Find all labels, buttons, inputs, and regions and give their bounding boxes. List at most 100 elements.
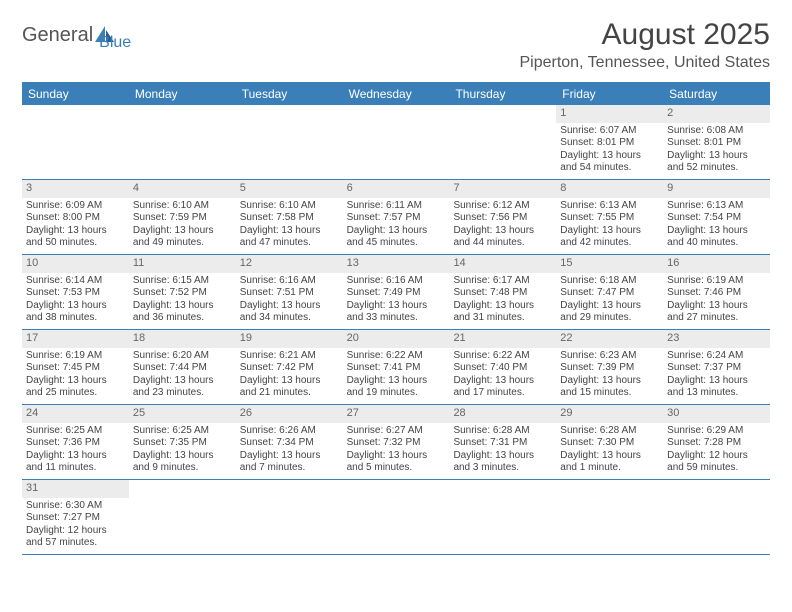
day-number: 28 [449, 405, 556, 423]
day-header: Monday [129, 83, 236, 105]
day-details: Sunrise: 6:28 AMSunset: 7:31 PMDaylight:… [449, 424, 556, 478]
calendar-cell: 12Sunrise: 6:16 AMSunset: 7:51 PMDayligh… [236, 255, 343, 329]
day-number: 30 [663, 405, 770, 423]
day-number: 4 [129, 180, 236, 198]
calendar-cell: 11Sunrise: 6:15 AMSunset: 7:52 PMDayligh… [129, 255, 236, 329]
day-number: 25 [129, 405, 236, 423]
day-details: Sunrise: 6:23 AMSunset: 7:39 PMDaylight:… [556, 349, 663, 403]
week-row: 3Sunrise: 6:09 AMSunset: 8:00 PMDaylight… [22, 180, 770, 255]
calendar-cell-empty [22, 105, 129, 179]
day-number: 22 [556, 330, 663, 348]
day-details: Sunrise: 6:16 AMSunset: 7:49 PMDaylight:… [343, 274, 450, 328]
calendar-cell: 27Sunrise: 6:27 AMSunset: 7:32 PMDayligh… [343, 405, 450, 479]
calendar-cell-empty [129, 105, 236, 179]
day-number: 20 [343, 330, 450, 348]
day-details: Sunrise: 6:22 AMSunset: 7:40 PMDaylight:… [449, 349, 556, 403]
day-details: Sunrise: 6:25 AMSunset: 7:36 PMDaylight:… [22, 424, 129, 478]
day-details: Sunrise: 6:25 AMSunset: 7:35 PMDaylight:… [129, 424, 236, 478]
calendar-cell: 28Sunrise: 6:28 AMSunset: 7:31 PMDayligh… [449, 405, 556, 479]
day-number: 5 [236, 180, 343, 198]
day-details: Sunrise: 6:12 AMSunset: 7:56 PMDaylight:… [449, 199, 556, 253]
day-number: 17 [22, 330, 129, 348]
day-number: 2 [663, 105, 770, 123]
calendar-cell: 29Sunrise: 6:28 AMSunset: 7:30 PMDayligh… [556, 405, 663, 479]
calendar-cell: 13Sunrise: 6:16 AMSunset: 7:49 PMDayligh… [343, 255, 450, 329]
day-header: Thursday [449, 83, 556, 105]
day-header: Sunday [22, 83, 129, 105]
calendar-cell: 18Sunrise: 6:20 AMSunset: 7:44 PMDayligh… [129, 330, 236, 404]
calendar-cell: 14Sunrise: 6:17 AMSunset: 7:48 PMDayligh… [449, 255, 556, 329]
calendar-cell-empty [129, 480, 236, 554]
day-details: Sunrise: 6:29 AMSunset: 7:28 PMDaylight:… [663, 424, 770, 478]
calendar-cell-empty [556, 480, 663, 554]
day-number: 10 [22, 255, 129, 273]
calendar-cell: 22Sunrise: 6:23 AMSunset: 7:39 PMDayligh… [556, 330, 663, 404]
calendar-cell: 21Sunrise: 6:22 AMSunset: 7:40 PMDayligh… [449, 330, 556, 404]
week-row: 17Sunrise: 6:19 AMSunset: 7:45 PMDayligh… [22, 330, 770, 405]
calendar-cell-empty [343, 105, 450, 179]
calendar-cell: 26Sunrise: 6:26 AMSunset: 7:34 PMDayligh… [236, 405, 343, 479]
day-details: Sunrise: 6:16 AMSunset: 7:51 PMDaylight:… [236, 274, 343, 328]
logo-text-1: General [22, 24, 93, 47]
weeks-container: 1Sunrise: 6:07 AMSunset: 8:01 PMDaylight… [22, 105, 770, 555]
day-details: Sunrise: 6:14 AMSunset: 7:53 PMDaylight:… [22, 274, 129, 328]
day-details: Sunrise: 6:28 AMSunset: 7:30 PMDaylight:… [556, 424, 663, 478]
day-header: Wednesday [343, 83, 450, 105]
day-header: Friday [556, 83, 663, 105]
calendar-cell: 8Sunrise: 6:13 AMSunset: 7:55 PMDaylight… [556, 180, 663, 254]
logo-text-2: Blue [99, 18, 131, 52]
day-number: 3 [22, 180, 129, 198]
day-details: Sunrise: 6:21 AMSunset: 7:42 PMDaylight:… [236, 349, 343, 403]
day-details: Sunrise: 6:27 AMSunset: 7:32 PMDaylight:… [343, 424, 450, 478]
day-details: Sunrise: 6:17 AMSunset: 7:48 PMDaylight:… [449, 274, 556, 328]
calendar-cell: 20Sunrise: 6:22 AMSunset: 7:41 PMDayligh… [343, 330, 450, 404]
calendar-cell: 10Sunrise: 6:14 AMSunset: 7:53 PMDayligh… [22, 255, 129, 329]
day-number: 18 [129, 330, 236, 348]
day-number: 6 [343, 180, 450, 198]
title-block: August 2025 Piperton, Tennessee, United … [519, 18, 770, 72]
day-number: 9 [663, 180, 770, 198]
day-number: 8 [556, 180, 663, 198]
calendar-cell: 16Sunrise: 6:19 AMSunset: 7:46 PMDayligh… [663, 255, 770, 329]
calendar-cell: 31Sunrise: 6:30 AMSunset: 7:27 PMDayligh… [22, 480, 129, 554]
week-row: 10Sunrise: 6:14 AMSunset: 7:53 PMDayligh… [22, 255, 770, 330]
calendar-cell: 15Sunrise: 6:18 AMSunset: 7:47 PMDayligh… [556, 255, 663, 329]
day-number: 26 [236, 405, 343, 423]
day-details: Sunrise: 6:13 AMSunset: 7:55 PMDaylight:… [556, 199, 663, 253]
day-details: Sunrise: 6:10 AMSunset: 7:59 PMDaylight:… [129, 199, 236, 253]
day-details: Sunrise: 6:15 AMSunset: 7:52 PMDaylight:… [129, 274, 236, 328]
calendar-cell: 9Sunrise: 6:13 AMSunset: 7:54 PMDaylight… [663, 180, 770, 254]
calendar-cell-empty [236, 105, 343, 179]
calendar-cell: 2Sunrise: 6:08 AMSunset: 8:01 PMDaylight… [663, 105, 770, 179]
day-details: Sunrise: 6:19 AMSunset: 7:46 PMDaylight:… [663, 274, 770, 328]
calendar-cell: 6Sunrise: 6:11 AMSunset: 7:57 PMDaylight… [343, 180, 450, 254]
day-details: Sunrise: 6:08 AMSunset: 8:01 PMDaylight:… [663, 124, 770, 178]
calendar-cell: 3Sunrise: 6:09 AMSunset: 8:00 PMDaylight… [22, 180, 129, 254]
day-details: Sunrise: 6:10 AMSunset: 7:58 PMDaylight:… [236, 199, 343, 253]
calendar-cell: 17Sunrise: 6:19 AMSunset: 7:45 PMDayligh… [22, 330, 129, 404]
page-title: August 2025 [519, 18, 770, 52]
day-number: 29 [556, 405, 663, 423]
day-number: 21 [449, 330, 556, 348]
day-details: Sunrise: 6:07 AMSunset: 8:01 PMDaylight:… [556, 124, 663, 178]
day-header-row: SundayMondayTuesdayWednesdayThursdayFrid… [22, 83, 770, 105]
day-details: Sunrise: 6:20 AMSunset: 7:44 PMDaylight:… [129, 349, 236, 403]
day-details: Sunrise: 6:26 AMSunset: 7:34 PMDaylight:… [236, 424, 343, 478]
day-details: Sunrise: 6:19 AMSunset: 7:45 PMDaylight:… [22, 349, 129, 403]
day-number: 12 [236, 255, 343, 273]
day-number: 14 [449, 255, 556, 273]
day-details: Sunrise: 6:13 AMSunset: 7:54 PMDaylight:… [663, 199, 770, 253]
calendar-cell: 7Sunrise: 6:12 AMSunset: 7:56 PMDaylight… [449, 180, 556, 254]
day-details: Sunrise: 6:09 AMSunset: 8:00 PMDaylight:… [22, 199, 129, 253]
calendar-cell: 25Sunrise: 6:25 AMSunset: 7:35 PMDayligh… [129, 405, 236, 479]
calendar-cell: 1Sunrise: 6:07 AMSunset: 8:01 PMDaylight… [556, 105, 663, 179]
day-header: Saturday [663, 83, 770, 105]
day-number: 24 [22, 405, 129, 423]
day-number: 27 [343, 405, 450, 423]
day-details: Sunrise: 6:30 AMSunset: 7:27 PMDaylight:… [22, 499, 129, 553]
calendar-cell: 24Sunrise: 6:25 AMSunset: 7:36 PMDayligh… [22, 405, 129, 479]
day-header: Tuesday [236, 83, 343, 105]
calendar-cell-empty [449, 105, 556, 179]
day-number: 1 [556, 105, 663, 123]
calendar: SundayMondayTuesdayWednesdayThursdayFrid… [22, 82, 770, 555]
